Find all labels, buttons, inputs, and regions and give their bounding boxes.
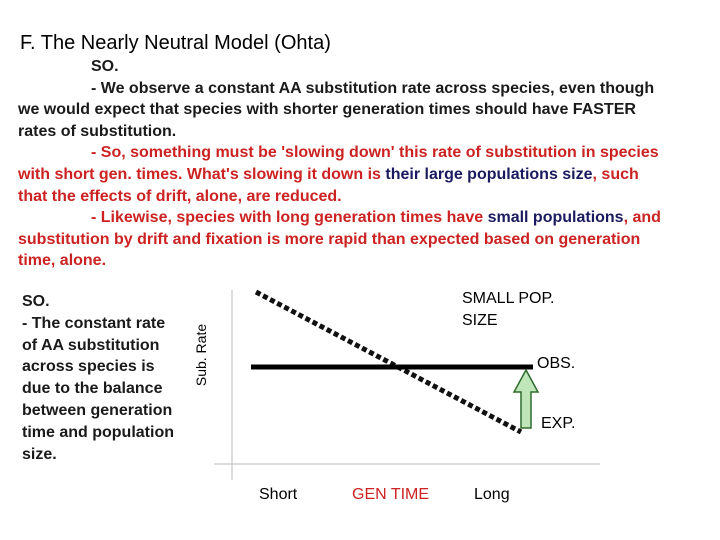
- intro-text: SO. - We observe a constant AA substitut…: [18, 56, 668, 272]
- intro-p1: - We observe a constant AA substitution …: [18, 78, 668, 143]
- intro-p3c: , and substitution by drift and fixation…: [18, 209, 661, 270]
- small-pop-size-line: [254, 289, 523, 435]
- x-tick-short: Short: [259, 486, 298, 503]
- intro-so-line: SO.: [18, 56, 668, 78]
- up-arrow-icon: [512, 368, 540, 429]
- slide-title: F. The Nearly Neutral Model (Ohta): [20, 32, 331, 54]
- small-pop-size-label: SMALL POP. SIZE: [462, 288, 555, 332]
- x-tick-long: Long: [474, 486, 510, 503]
- x-axis-label: GEN TIME: [352, 486, 430, 503]
- intro-p1-text: - We observe a constant AA substitution …: [18, 79, 655, 140]
- conclusion-text: SO. - The constant rate of AA substituti…: [22, 291, 182, 465]
- small-pop-label-line1: SMALL POP.: [462, 290, 555, 307]
- intro-p2: - So, something must be 'slowing down' t…: [18, 142, 668, 207]
- conclusion-body: - The constant rate of AA substitution a…: [22, 314, 174, 463]
- intro-p2a: - So, something must be 'slowing down' t…: [18, 144, 659, 183]
- intro-p3: - Likewise, species with long generation…: [18, 207, 668, 272]
- intro-p3a: - Likewise, species with long generation…: [91, 209, 488, 227]
- small-pop-label-line2: SIZE: [462, 312, 498, 329]
- conclusion-so: SO.: [22, 293, 50, 310]
- y-axis-label: Sub. Rate: [193, 323, 209, 387]
- intro-p2b: their large populations size: [385, 165, 593, 183]
- observed-label: OBS.: [537, 355, 576, 372]
- intro-so: SO.: [91, 58, 119, 75]
- intro-p3b: small populations: [487, 209, 624, 227]
- expected-label: EXP.: [541, 415, 576, 432]
- intro-p2c: , such that the effects of drift, alone,…: [18, 165, 639, 205]
